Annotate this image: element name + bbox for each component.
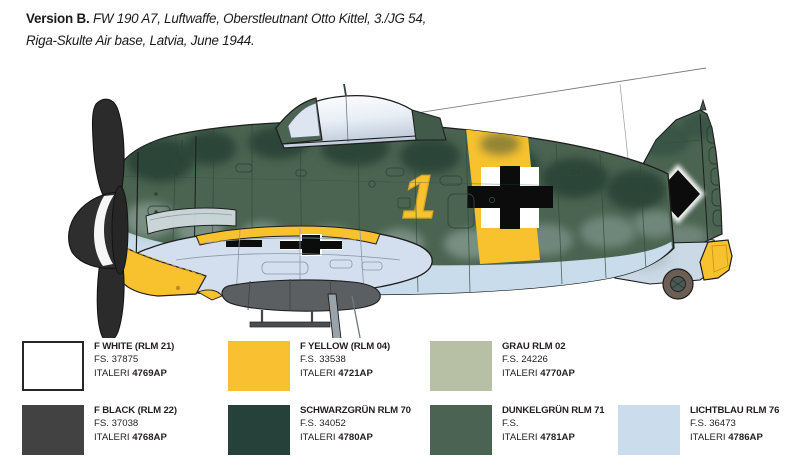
version-caption: Version B. FW 190 A7, Luftwaffe, Oberstl…	[26, 8, 766, 52]
cockpit-canopy	[275, 83, 447, 149]
wing-balkenkreuz	[226, 234, 342, 256]
antenna-mast-tail	[699, 98, 707, 111]
fuselage-access-panels	[147, 163, 583, 229]
windscreen-glass	[287, 102, 321, 139]
legend-name: F WHITE (RLM 21)	[94, 341, 175, 352]
legend-italeri-prefix: ITALERI	[502, 367, 541, 379]
paint-color-legend: F WHITE (RLM 21) FS. 37875 ITALERI 4769A…	[0, 336, 800, 466]
swatch-schwarzgruen	[228, 405, 290, 455]
legend-italeri: ITALERI 4769AP	[94, 367, 274, 380]
legend-italeri-prefix: ITALERI	[502, 431, 541, 443]
fuselage-number-marking: 1	[401, 162, 437, 232]
legend-italeri: ITALERI 4786AP	[690, 431, 800, 444]
legend-item-f-black[interactable]: F BLACK (RLM 22) FS. 37038 ITALERI 4768A…	[22, 402, 272, 460]
legend-italeri-prefix: ITALERI	[300, 431, 339, 443]
swatch-f-black	[22, 405, 84, 455]
legend-italeri: ITALERI 4781AP	[502, 431, 682, 444]
legend-name: SCHWARZGRÜN RLM 70	[300, 405, 411, 416]
legend-italeri-prefix: ITALERI	[300, 367, 339, 379]
legend-item-f-white[interactable]: F WHITE (RLM 21) FS. 37875 ITALERI 4769A…	[22, 338, 272, 396]
swatch-f-yellow	[228, 341, 290, 391]
version-description-line1: FW 190 A7, Luftwaffe, Oberstleutnant Ott…	[89, 11, 427, 26]
version-description-line2: Riga-Skulte Air base, Latvia, June 1944.	[26, 33, 255, 48]
rudder-lower-yellow	[699, 239, 733, 281]
legend-fs-code: F.S. 24226	[502, 354, 548, 366]
legend-italeri: ITALERI 4768AP	[94, 431, 274, 444]
legend-fs-code: F.S. 33538	[300, 354, 346, 366]
fuselage-number: 1	[402, 163, 436, 232]
aircraft-profile-illustration: 1	[0, 48, 800, 338]
main-landing-gear	[327, 293, 361, 338]
legend-fs-code: F.S. 36473	[690, 418, 736, 430]
legend-fs-code: FS. 37038	[94, 418, 139, 430]
legend-item-schwarzgruen[interactable]: SCHWARZGRÜN RLM 70 F.S. 34052 ITALERI 47…	[228, 402, 478, 460]
legend-item-lichtblau[interactable]: LICHTBLAU RLM 76 F.S. 36473 ITALERI 4786…	[618, 402, 800, 460]
legend-fs-code: F.S.	[502, 418, 519, 430]
swatch-dunkelgruen	[430, 405, 492, 455]
legend-row-1: F WHITE (RLM 21) FS. 37875 ITALERI 4769A…	[0, 338, 800, 396]
legend-italeri-prefix: ITALERI	[94, 431, 133, 443]
wing-cross-vertical	[302, 235, 320, 255]
legend-italeri-code: 4780AP	[338, 431, 373, 443]
legend-italeri: ITALERI 4780AP	[300, 431, 480, 444]
spinner-spiral	[94, 195, 114, 266]
legend-name: DUNKELGRÜN RLM 71	[502, 405, 605, 416]
wing-panel-lines	[175, 228, 401, 297]
wing-cross-inner-bar	[226, 240, 262, 247]
supercharger-intake	[145, 207, 237, 235]
legend-italeri-prefix: ITALERI	[94, 367, 133, 379]
legend-item-grau[interactable]: GRAU RLM 02 F.S. 24226 ITALERI 4770AP	[430, 338, 680, 396]
legend-italeri-code: 4721AP	[338, 367, 373, 379]
wing-leading-edge-yellow	[195, 225, 381, 246]
rear-canopy-deck	[411, 109, 447, 141]
legend-italeri-code: 4786AP	[728, 431, 763, 443]
legend-fs-code: FS. 37875	[94, 354, 139, 366]
antenna-wire-drop	[619, 83, 629, 159]
legend-italeri-code: 4768AP	[132, 431, 167, 443]
legend-name: F YELLOW (RLM 04)	[300, 341, 391, 352]
legend-italeri-code: 4781AP	[540, 431, 575, 443]
swatch-f-white	[22, 341, 84, 391]
legend-fs-code: F.S. 34052	[300, 418, 346, 430]
legend-row-2: F BLACK (RLM 22) FS. 37038 ITALERI 4768A…	[0, 402, 800, 460]
antenna-mast	[343, 83, 347, 97]
legend-italeri-code: 4770AP	[540, 367, 575, 379]
balkenkreuz	[467, 166, 553, 229]
legend-italeri: ITALERI 4770AP	[502, 367, 682, 380]
tailwheel-assembly	[662, 268, 694, 300]
legend-italeri: ITALERI 4721AP	[300, 367, 480, 380]
lower-cowling-yellow	[117, 236, 223, 301]
swatch-lichtblau	[618, 405, 680, 455]
legend-item-f-yellow[interactable]: F YELLOW (RLM 04) F.S. 33538 ITALERI 472…	[228, 338, 478, 396]
swatch-grau	[430, 341, 492, 391]
belly-tank-assembly	[221, 279, 381, 328]
legend-italeri-prefix: ITALERI	[690, 431, 729, 443]
legend-item-dunkelgruen[interactable]: DUNKELGRÜN RLM 71 F.S. ITALERI 4781AP	[430, 402, 680, 460]
legend-name: LICHTBLAU RLM 76	[690, 405, 780, 416]
legend-name: F BLACK (RLM 22)	[94, 405, 177, 416]
legend-name: GRAU RLM 02	[502, 341, 566, 352]
belly-tank	[221, 279, 381, 312]
propeller-assembly	[68, 98, 129, 338]
version-label: Version B.	[26, 11, 90, 26]
cross-black-horizontal	[467, 186, 553, 208]
legend-italeri-code: 4769AP	[132, 367, 167, 379]
